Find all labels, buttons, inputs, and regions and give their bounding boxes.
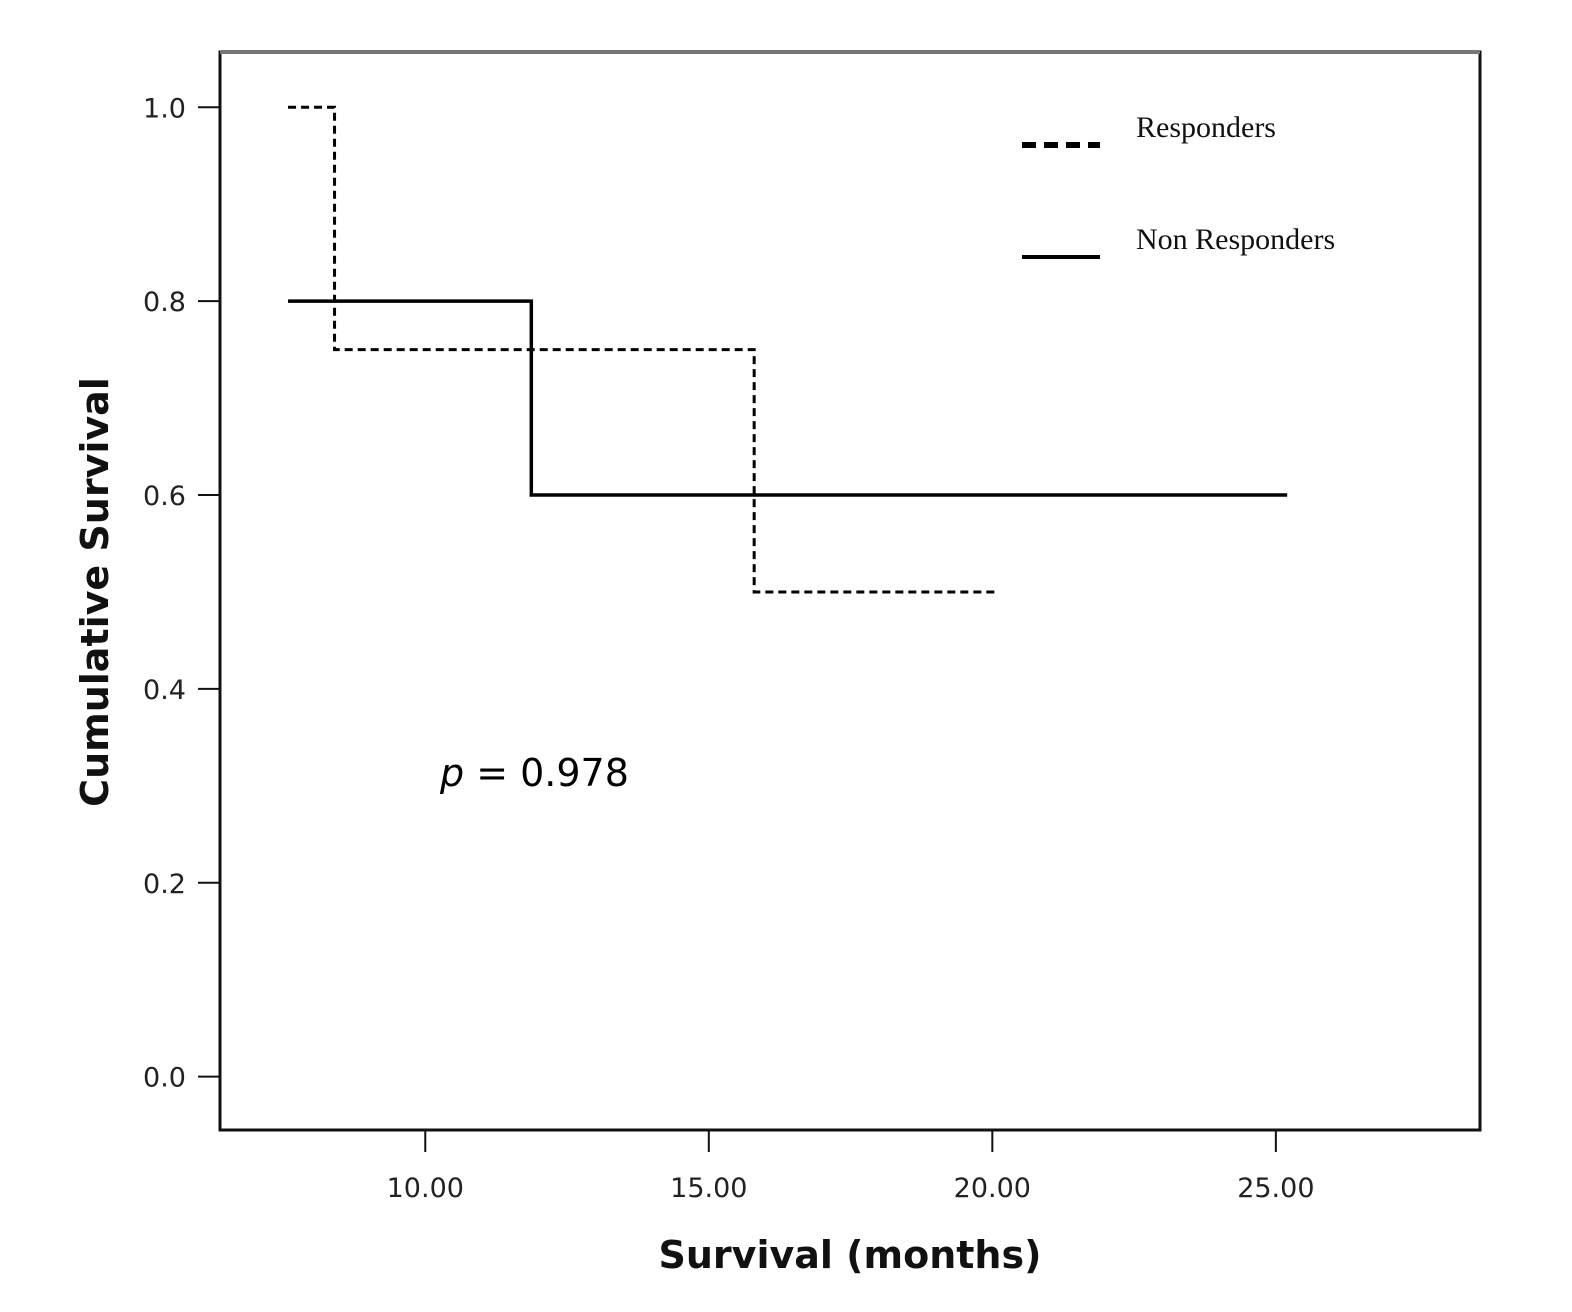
y-tick-label: 0.4 — [143, 675, 186, 706]
x-tick-label: 10.00 — [387, 1173, 464, 1204]
legend-label-responders: Responders — [1136, 111, 1276, 144]
p-symbol: p — [439, 751, 464, 795]
series-line-responders — [288, 105, 999, 594]
p-value: = 0.978 — [464, 751, 629, 795]
p-value-annotation: p = 0.978 — [439, 751, 629, 795]
y-tick-label: 0.2 — [143, 869, 186, 900]
y-tick-label: 0.8 — [143, 287, 186, 318]
y-axis-label: Cumulative Survival — [73, 377, 117, 807]
legend: Responders Non Responders — [1022, 111, 1335, 259]
x-tick-label: 15.00 — [670, 1173, 747, 1204]
y-tick-label: 0.0 — [143, 1063, 186, 1094]
x-axis-label: Survival (months) — [659, 1233, 1042, 1277]
series-line-non-responders — [288, 299, 1288, 497]
y-tick-label: 0.6 — [143, 481, 186, 512]
y-tick-label: 1.0 — [143, 93, 186, 124]
x-tick-label: 20.00 — [954, 1173, 1031, 1204]
legend-label-non-responders: Non Responders — [1136, 223, 1335, 256]
x-tick-label: 25.00 — [1237, 1173, 1314, 1204]
